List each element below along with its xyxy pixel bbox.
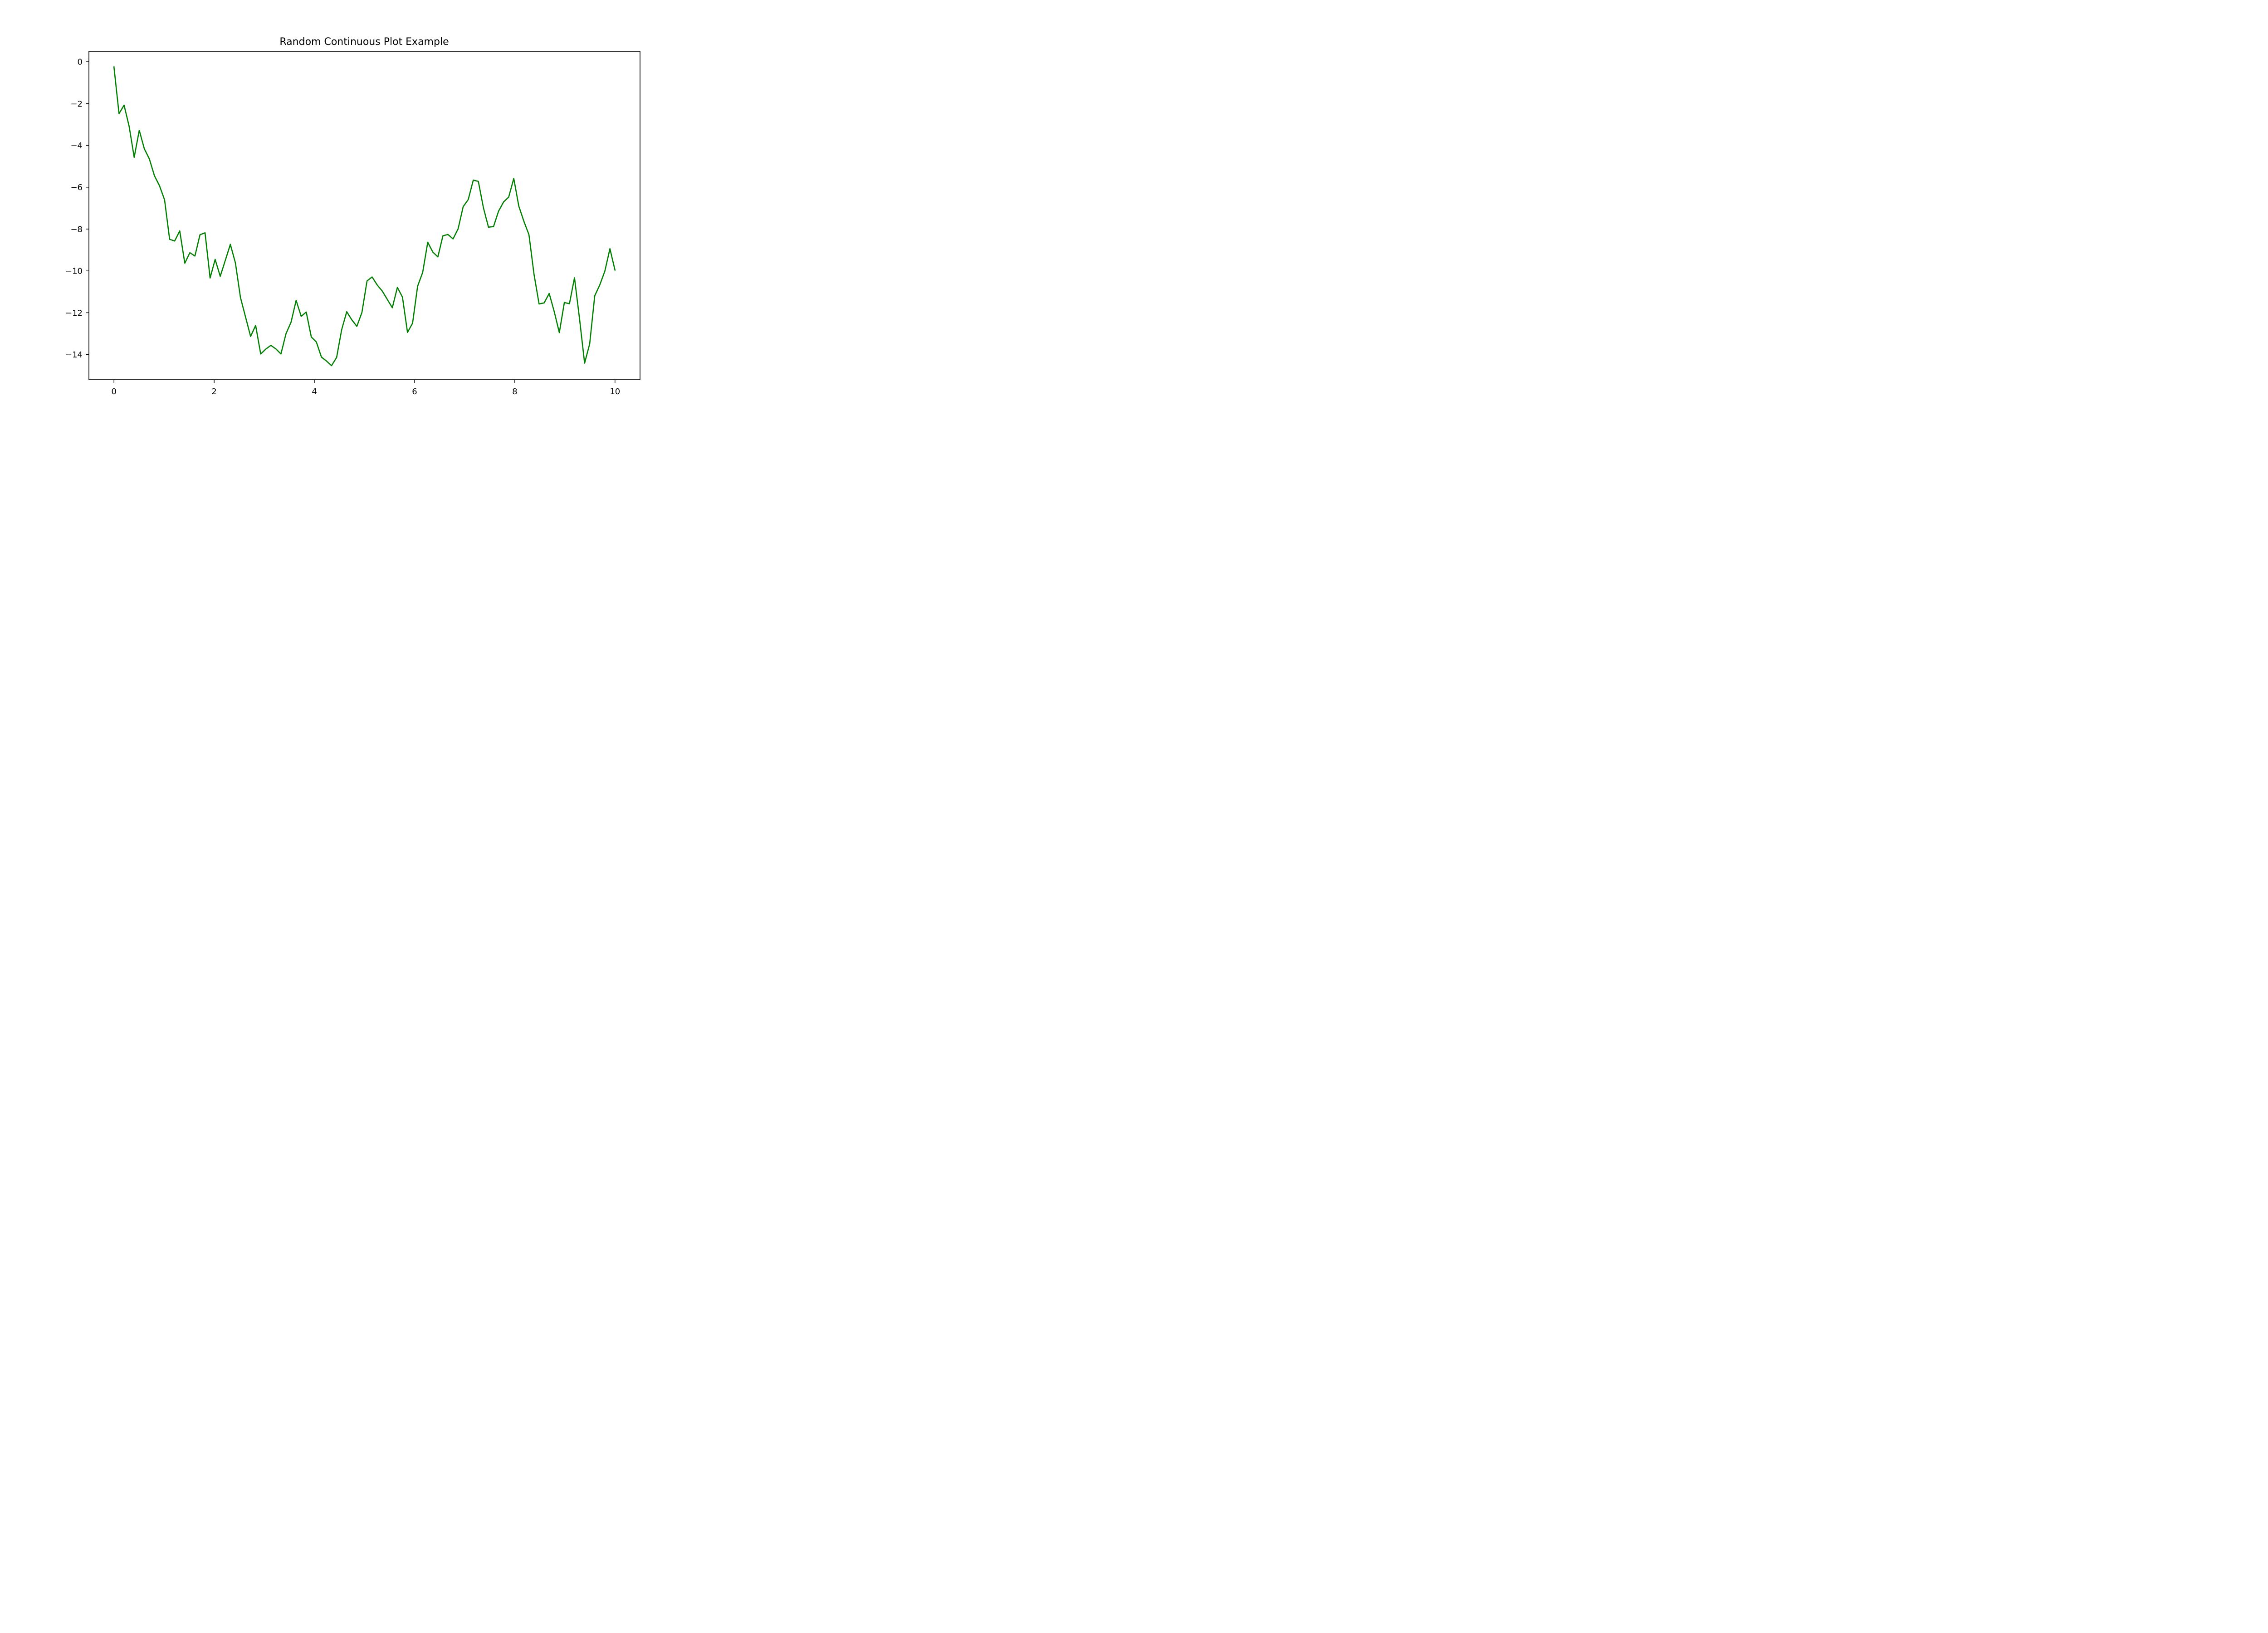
chart-title: Random Continuous Plot Example [279, 36, 449, 48]
y-tick-label: −14 [65, 350, 83, 360]
y-tick-label: −12 [65, 308, 83, 318]
y-tick-label: −6 [70, 183, 83, 192]
y-tick-label: −2 [70, 99, 83, 109]
plot-frame [88, 51, 640, 380]
series-line-0 [113, 66, 616, 367]
y-tick-label: −8 [70, 225, 83, 234]
y-tick-label: −10 [65, 267, 83, 276]
x-tick-label: 8 [512, 387, 517, 396]
y-tick-label: −4 [70, 141, 83, 151]
series-layer [113, 66, 616, 367]
x-tick-label: 2 [211, 387, 216, 396]
y-tick-label: 0 [78, 58, 83, 67]
line-chart: Random Continuous Plot Example 0 2 4 6 8 10 0… [65, 36, 640, 396]
x-tick-label: 10 [610, 387, 620, 396]
x-tick-label: 0 [112, 387, 117, 396]
x-axis: 0 2 4 6 8 10 [112, 380, 620, 396]
x-tick-label: 4 [312, 387, 317, 396]
x-tick-label: 6 [412, 387, 417, 396]
y-axis: 0 −2 −4 −6 −8 −10 −12 −14 [65, 58, 89, 360]
